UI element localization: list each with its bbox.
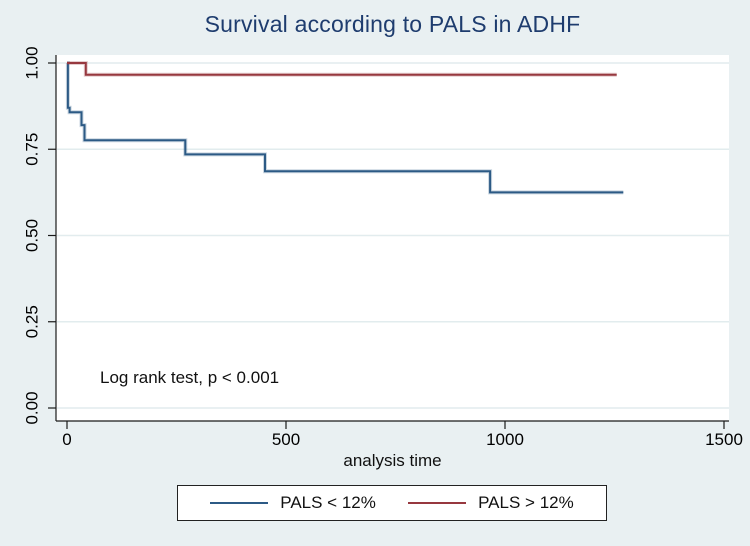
x-tick-label: 500 [272, 430, 300, 449]
legend-label-pals-gt-12: PALS > 12% [478, 493, 574, 512]
plot-area [56, 55, 729, 421]
x-axis-title: analysis time [343, 451, 442, 470]
red-line-swatch [408, 502, 467, 504]
blue-line-swatch [210, 502, 269, 504]
x-tick-label: 1000 [486, 430, 524, 449]
chart-title: Survival according to PALS in ADHF [204, 11, 581, 37]
y-tick-label: 1.00 [22, 46, 41, 79]
survival-curve-pals-lt-12 [66, 62, 624, 194]
x-tick-label: 0 [62, 430, 71, 449]
legend-box: PALS < 12% PALS > 12% [177, 485, 607, 521]
legend-item-pals-gt-12: PALS > 12% [408, 493, 574, 513]
y-tick-label: 0.25 [22, 305, 41, 338]
y-tick-label: 0.00 [22, 391, 41, 424]
y-tick-label: 0.75 [22, 133, 41, 166]
legend-label-pals-lt-12: PALS < 12% [280, 493, 376, 512]
log-rank-annotation: Log rank test, p < 0.001 [100, 368, 280, 387]
survival-curve-pals-gt-12 [67, 62, 617, 76]
y-tick-label: 0.50 [22, 219, 41, 252]
legend-item-pals-lt-12: PALS < 12% [210, 493, 376, 513]
x-tick-label: 1500 [705, 430, 743, 449]
